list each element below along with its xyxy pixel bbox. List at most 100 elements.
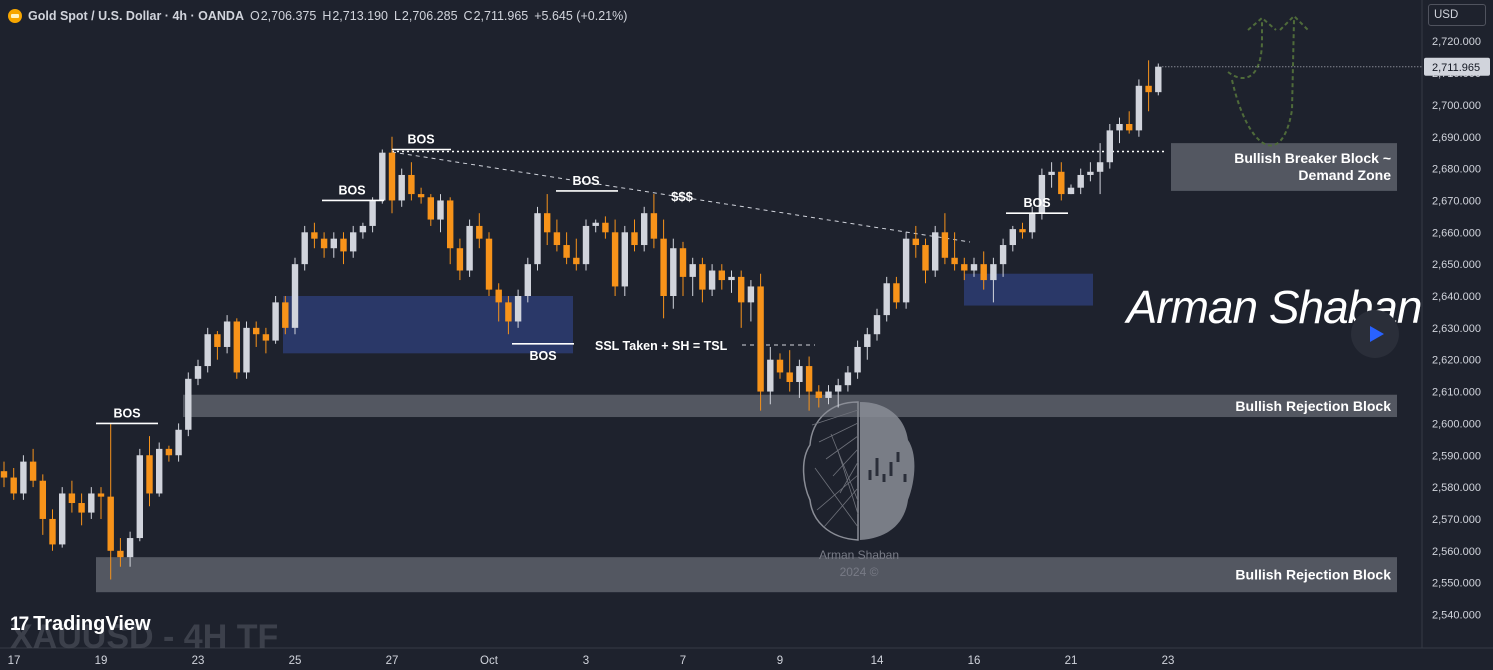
candle-body [0, 471, 8, 478]
candle-body [1096, 162, 1104, 172]
brain-network-line [830, 433, 859, 502]
candle-body [398, 174, 405, 201]
candle-body [932, 232, 939, 271]
rejection-zone [183, 394, 1397, 418]
candle-body [369, 200, 376, 226]
candle-body [359, 225, 367, 233]
tsl-label: SSL Taken + SH = TSL [595, 339, 728, 353]
candle-body [185, 378, 192, 430]
rejection-zone-label: Bullish Rejection Block [1235, 567, 1391, 583]
bos-label: BOS [407, 132, 434, 146]
candle-body [136, 455, 143, 539]
close-label: C [463, 9, 473, 23]
ohlc-close: C2,711.965 [464, 9, 529, 23]
candle-body [650, 213, 658, 239]
bos-label: BOS [529, 349, 556, 363]
candle-body [738, 276, 745, 303]
candle-body [825, 391, 832, 398]
gold-coin-icon [8, 9, 22, 23]
brain-network-line [814, 467, 859, 528]
candle-body [1019, 229, 1026, 233]
candle-body [262, 334, 270, 341]
play-icon[interactable] [1351, 310, 1399, 358]
projection-path-1 [1227, 20, 1263, 79]
candle-body [97, 493, 105, 497]
candle-body [854, 346, 861, 373]
price-tick-label: 2,680.000 [1432, 164, 1481, 176]
candle-body [20, 461, 27, 494]
price-tick-label: 2,630.000 [1432, 323, 1481, 335]
candle-body [553, 232, 561, 246]
candle-body [68, 493, 76, 504]
symbol-header: Gold Spot / U.S. Dollar · 4h · OANDA O2,… [8, 6, 627, 26]
candle-body [272, 302, 279, 341]
candle-body [1038, 174, 1046, 214]
symbol-title[interactable]: Gold Spot / U.S. Dollar · 4h · OANDA [28, 9, 244, 23]
brain-network-line [811, 409, 859, 426]
candle-body [311, 232, 318, 239]
candle-body [689, 264, 696, 277]
brain-network-line [832, 448, 859, 477]
price-tick-label: 2,650.000 [1432, 259, 1481, 271]
candle-body [670, 248, 677, 296]
candle-body [1077, 174, 1084, 188]
candle-body [679, 248, 687, 277]
price-tick-label: 2,570.000 [1432, 514, 1481, 526]
candle-body [1087, 171, 1094, 175]
candle-body [408, 174, 415, 195]
time-tick-label: 17 [8, 655, 21, 667]
candle-body [447, 200, 454, 249]
candle-body [873, 315, 881, 335]
candle-body [611, 232, 619, 287]
candle-body [126, 538, 134, 558]
tradingview-brand: TradingView [33, 613, 151, 635]
candle-body [49, 518, 56, 545]
candle-body [29, 461, 37, 481]
candle-body [476, 225, 483, 239]
candle-body [1155, 66, 1162, 93]
candle-body [602, 222, 609, 233]
brain-right-half [860, 402, 915, 540]
projection-path-2 [1231, 19, 1295, 147]
candle-body [776, 359, 784, 373]
price-tick-label: 2,720.000 [1432, 36, 1481, 48]
price-tick-label: 2,540.000 [1432, 610, 1481, 622]
candle-body [466, 225, 473, 271]
candle-body [1009, 229, 1016, 246]
candle-body [379, 152, 386, 201]
candle-body [747, 286, 755, 303]
tradingview-logo[interactable]: 17 TradingView [10, 613, 151, 636]
candle-body [1145, 85, 1152, 93]
candle-body [631, 232, 638, 246]
candle-body [641, 213, 648, 246]
candle-body [980, 264, 987, 281]
brain-candle [896, 452, 900, 462]
time-tick-label: 23 [1162, 655, 1175, 667]
candle-body [233, 321, 240, 373]
candle-body [1058, 171, 1065, 195]
ohlc-low: L2,706.285 [394, 9, 458, 23]
breaker-zone [1171, 143, 1397, 191]
brain-network-line [837, 450, 859, 515]
candle-body [1135, 85, 1143, 131]
time-tick-label: 16 [968, 655, 981, 667]
candle-body [514, 296, 522, 322]
brain-candle [868, 470, 872, 480]
candle-body [194, 366, 202, 379]
candle-body [350, 232, 357, 252]
price-tick-label: 2,690.000 [1432, 132, 1481, 144]
candle-body [282, 302, 289, 328]
candle-body [699, 264, 706, 290]
candle-body [146, 455, 153, 494]
currency-button[interactable]: USD [1428, 4, 1486, 26]
rejection-zone-label: Bullish Rejection Block [1235, 398, 1391, 414]
open-value: 2,706.375 [260, 9, 317, 23]
candle-body [330, 238, 337, 249]
price-tick-label: 2,590.000 [1432, 450, 1481, 462]
time-tick-label: 27 [386, 655, 399, 667]
low-label: L [393, 9, 401, 23]
candle-body [340, 238, 347, 252]
candle-body [815, 391, 822, 398]
candle-body [505, 302, 512, 322]
